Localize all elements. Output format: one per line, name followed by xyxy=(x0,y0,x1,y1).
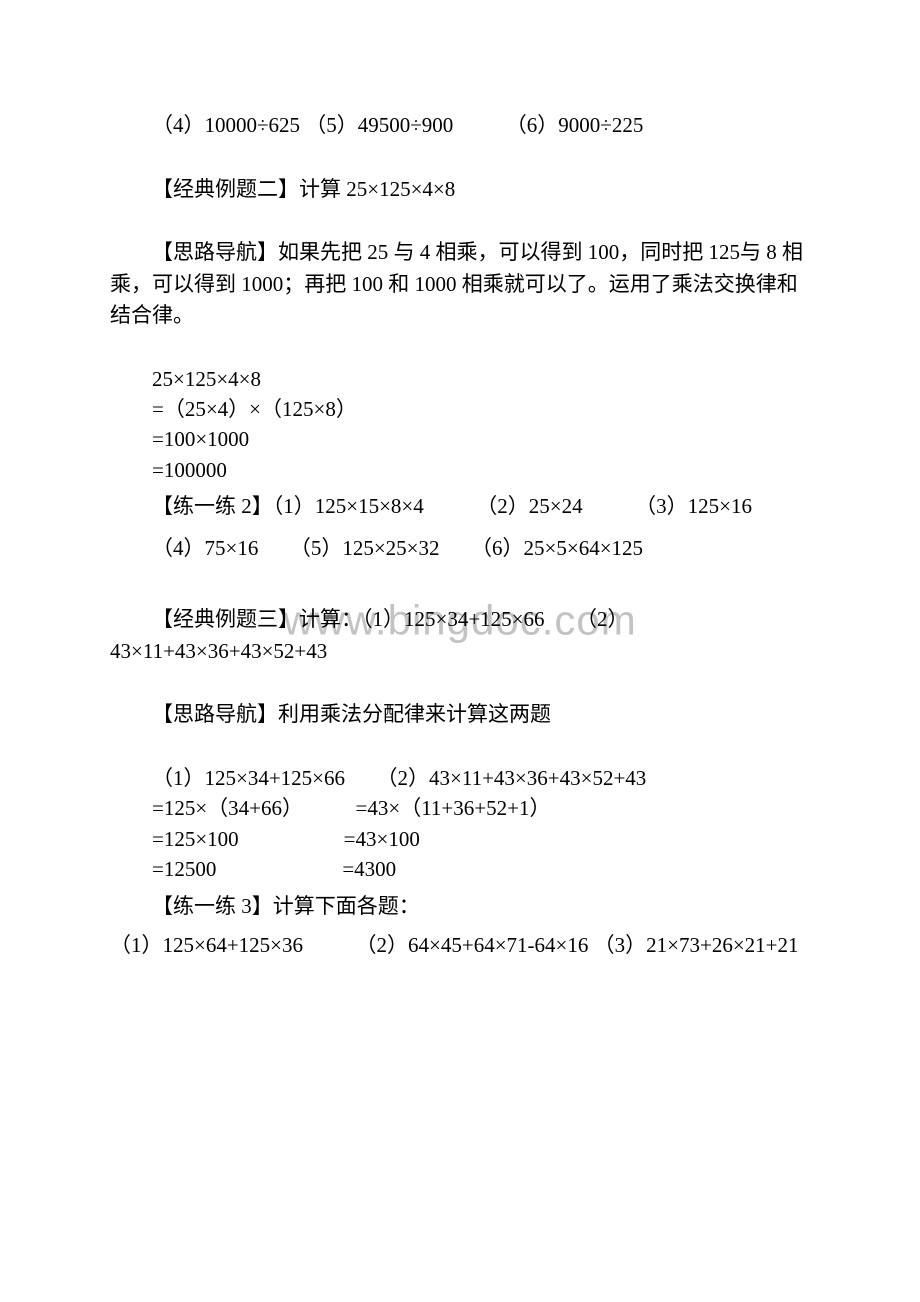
calc2-line1: 25×125×4×8 xyxy=(152,364,810,394)
problem-line-4-5-6: （4）10000÷625 （5）49500÷900 （6）9000÷225 xyxy=(110,110,810,142)
example-3-title-text: 【经典例题三】计算：（1）125×34+125×66 （2）43×11+43×3… xyxy=(110,604,810,667)
calculation-3: （1）125×34+125×66 （2）43×11+43×36+43×52+43… xyxy=(110,763,810,885)
practice-3-header: 【练一练 3】计算下面各题： xyxy=(110,891,810,923)
practice-2a-text: 【练一练 2】（1）125×15×8×4 （2）25×24 （3）125×16 xyxy=(110,491,810,523)
practice-2-line-b: （4）75×16 （5）125×25×32 （6）25×5×64×125 xyxy=(110,533,810,565)
calc2-line2: =（25×4）×（125×8） xyxy=(152,394,810,424)
calc3-line3: =125×100 =43×100 xyxy=(152,824,810,854)
practice-2-line-a: 【练一练 2】（1）125×15×8×4 （2）25×24 （3）125×16 xyxy=(110,491,810,523)
calc3-line2: =125×（34+66） =43×（11+36+52+1） xyxy=(152,793,810,823)
example-3-explanation: 【思路导航】利用乘法分配律来计算这两题 xyxy=(110,699,810,731)
document-content: （4）10000÷625 （5）49500÷900 （6）9000÷225 【经… xyxy=(110,110,810,962)
example-2-explanation: 【思路导航】如果先把 25 与 4 相乘，可以得到 100，同时把 125与 8… xyxy=(110,237,810,332)
example-3-title: 【经典例题三】计算：（1）125×34+125×66 （2）43×11+43×3… xyxy=(110,604,810,667)
practice-3-problems: （1）125×64+125×36 （2）64×45+64×71-64×16 （3… xyxy=(110,930,810,962)
explanation-text: 【思路导航】如果先把 25 与 4 相乘，可以得到 100，同时把 125与 8… xyxy=(110,240,803,327)
calculation-2: 25×125×4×8 =（25×4）×（125×8） =100×1000 =10… xyxy=(110,364,810,486)
calc3-line1: （1）125×34+125×66 （2）43×11+43×36+43×52+43 xyxy=(152,763,810,793)
calc2-line4: =100000 xyxy=(152,455,810,485)
calc2-line3: =100×1000 xyxy=(152,424,810,454)
example-2-title: 【经典例题二】计算 25×125×4×8 xyxy=(110,174,810,206)
calc3-line4: =12500 =4300 xyxy=(152,854,810,884)
